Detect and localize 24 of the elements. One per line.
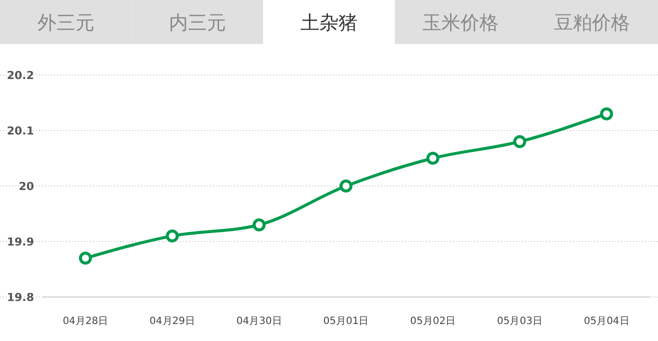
point xyxy=(78,252,92,265)
x-tick-label: 05月01日 xyxy=(323,316,369,327)
text: 豆粕价格 xyxy=(554,12,630,34)
y-tick-label: 20.2 xyxy=(6,69,34,82)
y-tick-label: 20 xyxy=(18,180,34,193)
point xyxy=(426,152,440,165)
y-tick-label: 20.1 xyxy=(6,124,34,138)
text: 外三元 xyxy=(37,12,94,34)
point xyxy=(166,229,179,242)
x-tick-label: 05月03日 xyxy=(496,316,542,327)
x-tick-label: 04月29日 xyxy=(150,316,196,327)
text: 内三元 xyxy=(168,12,226,34)
x-tick-label: 04月30日 xyxy=(236,316,282,327)
x-tick-label: 04月28日 xyxy=(62,316,108,327)
point xyxy=(340,180,352,192)
point xyxy=(252,218,266,232)
x-tick-label: 05月02日 xyxy=(410,316,456,327)
chart-title: 土杂猪 xyxy=(300,12,358,34)
point xyxy=(600,107,614,120)
x-tick-label: 05月04日 xyxy=(584,316,630,327)
point xyxy=(513,135,526,148)
text: 玉米价格 xyxy=(422,12,499,34)
y-tick-label: 19.9 xyxy=(6,236,34,248)
y-tick-label: 19.8 xyxy=(6,291,34,304)
